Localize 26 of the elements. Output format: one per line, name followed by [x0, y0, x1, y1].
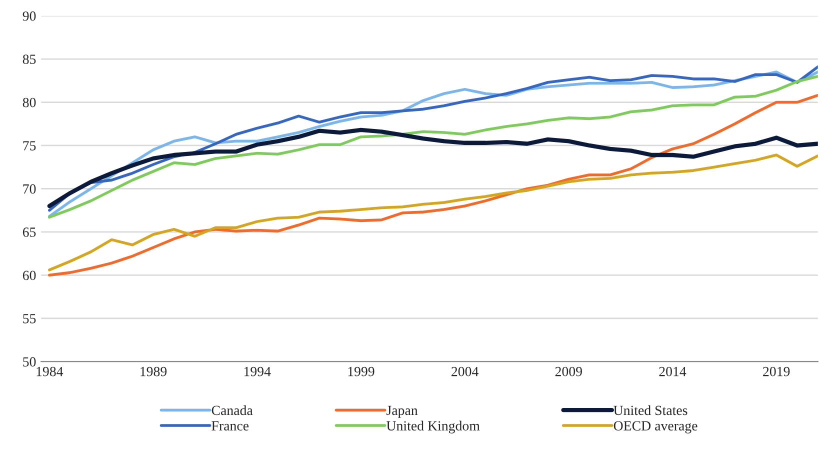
x-tick-label: 2009 [555, 366, 582, 376]
x-tick-label: 2004 [452, 366, 478, 376]
y-tick-label: 50 [23, 357, 36, 367]
legend-label: France [212, 421, 249, 431]
legend-label: United States [614, 405, 688, 416]
legend-label: Japan [386, 406, 418, 418]
legend-label: United Kingdom [386, 420, 480, 434]
y-tick-label: 80 [22, 98, 36, 108]
x-tick-label: 1989 [140, 366, 167, 376]
x-tick-label: 2014 [659, 366, 686, 376]
y-tick-label: 65 [22, 228, 36, 237]
legend-label: OECD average [614, 421, 698, 434]
y-tick-label: 55 [23, 314, 36, 324]
x-tick-label: 1984 [36, 366, 64, 376]
x-tick-label: 1994 [244, 366, 271, 376]
y-tick-label: 70 [23, 184, 36, 194]
line-series [47, 128, 818, 208]
y-tick-label: 60 [22, 270, 36, 280]
y-tick-label: 75 [23, 141, 36, 150]
line-series [48, 154, 818, 272]
y-tick-label: 85 [22, 54, 36, 64]
legend-label: Canada [212, 405, 253, 416]
x-tick-label: 2019 [763, 366, 790, 376]
y-tick-label: 90 [22, 11, 36, 21]
x-tick-label: 1999 [348, 366, 374, 376]
line-series [48, 94, 818, 277]
